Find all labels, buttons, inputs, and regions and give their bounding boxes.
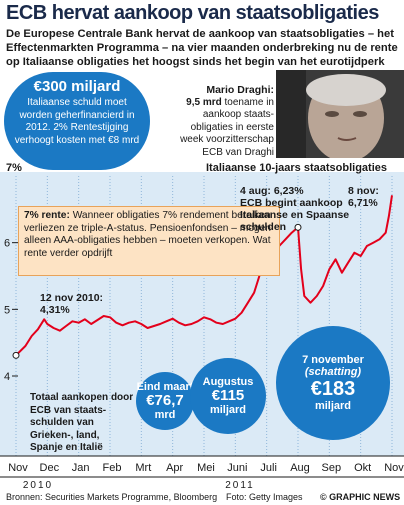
callout-amount: €300 miljard bbox=[33, 78, 121, 95]
label-nov8-value: 6,71% bbox=[348, 197, 378, 209]
y-tick-label: 4 bbox=[4, 371, 10, 383]
x-tick-label: Juli bbox=[260, 462, 277, 474]
chart-grid: 4 5 6 bbox=[4, 176, 393, 456]
draghi-photo bbox=[276, 70, 404, 158]
bubble-eind-maart: Eind maart €76,7 mrd bbox=[136, 372, 194, 430]
bubble-value: €76,7 bbox=[146, 392, 184, 409]
label-nov-2010: 12 nov 2010: 4,31% bbox=[40, 292, 103, 316]
footer-source: Bronnen: Securities Markets Programme, B… bbox=[6, 492, 218, 502]
footer-brand: © GRAPHIC NEWS bbox=[320, 492, 401, 502]
draghi-text: toename in aankoop staats-obligaties in … bbox=[180, 96, 274, 158]
annotation-7pct-rente: 7% rente: Wanneer obligaties 7% rendemen… bbox=[18, 206, 280, 276]
bubble-sublabel: (schatting) bbox=[304, 366, 362, 378]
label-nov-2010-date: 12 nov 2010: bbox=[40, 292, 104, 304]
bubble-unit: mrd bbox=[154, 409, 176, 421]
portrait-illustration bbox=[276, 70, 404, 158]
label-aug-text2: Italiaanse en Spaanse bbox=[240, 209, 350, 221]
label-aug-2011: 4 aug: 6,23% ECB begint aankoop Italiaan… bbox=[240, 185, 349, 233]
callout-text: Italiaanse schuld moet worden geherfinan… bbox=[14, 97, 140, 146]
label-nov-2010-value: 4,31% bbox=[40, 304, 70, 316]
label-aug-text3: schulden bbox=[240, 221, 287, 233]
bubble-value: €183 bbox=[310, 378, 356, 400]
bubble-value: €115 bbox=[211, 387, 245, 404]
y-unit-label: 7% bbox=[6, 162, 22, 174]
x-axis: Nov Dec Jan Feb Mrt Apr Mei Juni Juli Aug Sep Okt No… bbox=[0, 455, 404, 491]
bubble-unit: miljard bbox=[209, 404, 247, 416]
x-tick-label: Okt bbox=[354, 462, 371, 474]
x-tick-label: Feb bbox=[103, 462, 122, 474]
totaal-aankopen-caption: Totaal aankopen door ECB van staats-schu… bbox=[30, 392, 134, 453]
data-point-marker bbox=[12, 351, 20, 359]
footer-photo-credit: Foto: Getty Images bbox=[226, 492, 303, 502]
x-tick-label: Jan bbox=[72, 462, 90, 474]
draghi-amount: 9,5 mrd bbox=[186, 96, 222, 108]
page-title: ECB hervat aankoop van staatsobligaties bbox=[6, 2, 379, 24]
x-tick-label: Sep bbox=[322, 462, 342, 474]
data-point-marker bbox=[294, 223, 302, 231]
annotation-rente-heading: 7% rente: bbox=[24, 210, 70, 221]
x-tick-label: Dec bbox=[40, 462, 60, 474]
x-tick-label: Nov bbox=[8, 462, 28, 474]
series-line-italy-10y bbox=[15, 195, 393, 357]
bubble-7-november: 7 november (schatting) €183 miljard bbox=[276, 326, 390, 440]
bubble-unit: miljard bbox=[314, 400, 352, 412]
bubble-augustus: Augustus €115 miljard bbox=[190, 358, 266, 434]
intro-text: De Europese Centrale Bank hervat de aank… bbox=[6, 28, 398, 68]
chart-series bbox=[12, 195, 393, 359]
year-label: 2011 bbox=[225, 480, 255, 491]
bubble-label: Augustus bbox=[202, 376, 254, 388]
bubble-label: Eind maart bbox=[136, 381, 194, 393]
label-aug-text1: ECB begint aankoop bbox=[240, 197, 343, 209]
label-nov-8: 8 nov: 6,71% bbox=[348, 185, 379, 209]
x-tick-label: Mrt bbox=[135, 462, 151, 474]
label-nov8-date: 8 nov: bbox=[348, 185, 379, 197]
x-tick-label: Mei bbox=[197, 462, 215, 474]
y-tick-label: 5 bbox=[4, 304, 10, 316]
draghi-name: Mario Draghi: bbox=[206, 84, 274, 96]
bubble-label: 7 november bbox=[302, 354, 364, 366]
x-tick-label: Juni bbox=[227, 462, 247, 474]
x-tick-label: Aug bbox=[290, 462, 310, 474]
draghi-caption: Mario Draghi: 9,5 mrd toename in aankoop… bbox=[176, 84, 274, 159]
annotation-rente-text: Wanneer obligaties 7% rendement bereiken… bbox=[24, 210, 271, 259]
label-aug-date: 4 aug: 6,23% bbox=[240, 185, 304, 197]
callout-300-miljard: €300 miljard Italiaanse schuld moet word… bbox=[4, 72, 150, 170]
y-tick-label: 6 bbox=[4, 238, 10, 250]
x-tick-label: Apr bbox=[166, 462, 183, 474]
x-tick-label: Nov bbox=[384, 462, 404, 474]
year-label: 2010 bbox=[23, 480, 53, 491]
chart-title: Italiaanse 10-jaars staatsobligaties bbox=[206, 162, 387, 174]
